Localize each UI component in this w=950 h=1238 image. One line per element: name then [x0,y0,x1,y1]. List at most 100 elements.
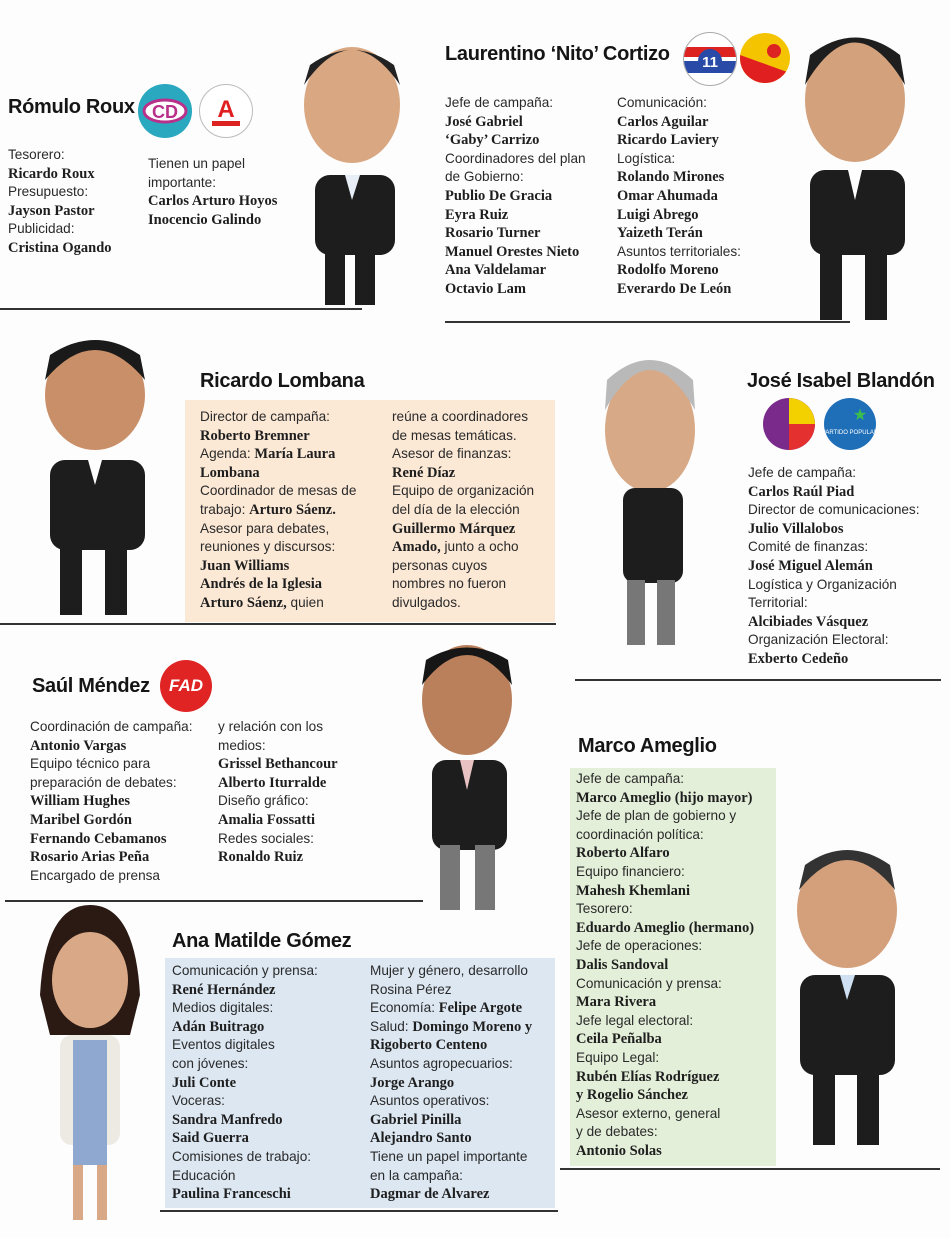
team-line: Encargado de prensa [30,867,192,886]
member-name: Dagmar de Alvarez [370,1186,490,1203]
team-line: Logística: [617,150,741,169]
role-label: en la campaña: [370,1167,463,1183]
role-label: Coordinador de mesas de [200,483,357,499]
member-name: Guillermo Márquez [392,520,516,537]
team-line: Jayson Pastor [8,202,112,221]
team-line: Omar Ahumada [617,187,741,206]
role-label: Rosina Pérez [370,981,452,997]
team-line: Carlos Raúl Piad [748,483,920,502]
team-line: Carlos Aguilar [617,113,741,132]
member-name: Rolando Mirones [617,169,725,186]
role-label: medios: [218,737,266,753]
role-label: Tiene un papel importante [370,1148,528,1164]
team-line: y Rogelio Sánchez [576,1086,754,1105]
team-line: Juan Williams [200,557,356,576]
caricature-gomez [40,905,140,1220]
role-label: Tienen un papel [148,156,245,171]
role-label: Jefe de campaña: [748,465,857,480]
svg-text:CD: CD [152,102,178,122]
member-name: René Hernández [172,981,276,998]
member-name: ‘Gaby’ Carrizo [445,132,540,149]
svg-text:PARTIDO POPULAR: PARTIDO POPULAR [824,430,876,436]
role-label: Jefe de campaña: [445,95,554,110]
team-line: Eventos digitales [172,1036,318,1055]
team-line: Mahesh Khemlani [576,882,754,901]
role-label: de mesas temáticas. [392,427,517,443]
member-name: Antonio Vargas [30,737,127,754]
team-line: Roberto Bremner [200,427,356,446]
team-line: Asesor de finanzas: [392,445,534,464]
team-line: trabajo: Arturo Sáenz. [200,501,356,520]
role-label: coordinación política: [576,826,704,842]
member-name: José Miguel Alemán [748,557,873,574]
team-line: Equipo financiero: [576,863,754,882]
member-name: Rodolfo Moreno [617,262,719,279]
role-label: Encargado de prensa [30,867,160,883]
divider [575,679,941,681]
role-label: Organización Electoral: [748,632,889,648]
member-name: Ana Valdelamar [445,262,547,279]
team-line: personas cuyos [392,557,534,576]
team-line: Coordinación de campaña: [30,718,192,737]
team-line: Rosario Turner [445,224,586,243]
role-label: Tesorero: [576,901,633,917]
team-line: Diseño gráfico: [218,792,338,811]
member-name: Marco Ameglio (hijo mayor) [576,789,753,806]
team-line: Marco Ameglio (hijo mayor) [576,789,754,808]
member-name: Ronaldo Ruiz [218,849,304,866]
cortizo-team-col1: Jefe de campaña: José Gabriel ‘Gaby’ Carri… [445,94,586,299]
role-label: Jefe de campaña: [576,771,685,786]
caricature-cortizo [805,37,905,320]
member-name: Paulina Franceschi [172,1186,291,1203]
team-line: Director de comunicaciones: [748,501,920,520]
member-name: Luigi Abrego [617,206,699,223]
role-label: Asesor para debates, [200,520,330,536]
member-name: Rosario Turner [445,225,541,242]
team-line: Lombana [200,464,356,483]
role-label: de Gobierno: [445,169,524,185]
team-line: Jefe de plan de gobierno y [576,807,754,826]
lombana-team-col2: reúne a coordinadores de mesas temáticas.… [392,408,534,613]
member-name: René Díaz [392,464,456,481]
role-label: trabajo: [200,501,250,517]
team-line: Tesorero: [576,900,754,919]
gomez-team-col2: Mujer y género, desarrollo Rosina Pérez Ec… [370,962,532,1204]
team-line: Carlos Arturo Hoyos [148,192,277,211]
candidate-name-roux: Rómulo Roux [8,96,135,118]
team-line: Jefe de campaña: [748,464,920,483]
team-line: Asuntos territoriales: [617,243,741,262]
team-line: Comité de finanzas: [748,538,920,557]
role-label: Director de campaña: [200,409,330,424]
alianza-party-logo: A [199,84,253,138]
role-label: Equipo financiero: [576,863,685,879]
role-label: importante: [148,174,217,190]
team-line: Sandra Manfredo [172,1111,318,1130]
team-line: Ricardo Laviery [617,131,741,150]
team-line: Said Guerra [172,1129,318,1148]
team-line: Jorge Arango [370,1074,532,1093]
member-name: Rosario Arias Peña [30,849,150,866]
prd-party-logo: 11 [683,32,737,86]
team-line: Alcibiades Vásquez [748,613,920,632]
team-line: Comunicación y prensa: [172,962,318,981]
candidate-name-gomez: Ana Matilde Gómez [172,930,352,952]
team-line: Manuel Orestes Nieto [445,243,586,262]
candidate-name-lombana: Ricardo Lombana [200,370,365,392]
caricature-ameglio [797,850,897,1145]
fad-logo-text: FAD [169,676,203,695]
team-line: Organización Electoral: [748,631,920,650]
team-line: Coordinadores del plan [445,150,586,169]
team-line: de mesas temáticas. [392,427,534,446]
member-name: Omar Ahumada [617,187,718,204]
team-line: Adán Buitrago [172,1018,318,1037]
role-label: reúne a coordinadores [392,409,529,424]
team-line: Amalia Fossatti [218,811,338,830]
team-line: Eduardo Ameglio (hermano) [576,919,754,938]
role-label: Asuntos agropecuarios: [370,1055,513,1071]
role-label: Diseño gráfico: [218,793,309,809]
team-line: Educación [172,1167,318,1186]
team-line: Mara Rivera [576,993,754,1012]
candidate-name-blandon: José Isabel Blandón [747,370,935,392]
team-line: Tesorero: [8,146,112,165]
team-line: Agenda: María Laura [200,445,356,464]
